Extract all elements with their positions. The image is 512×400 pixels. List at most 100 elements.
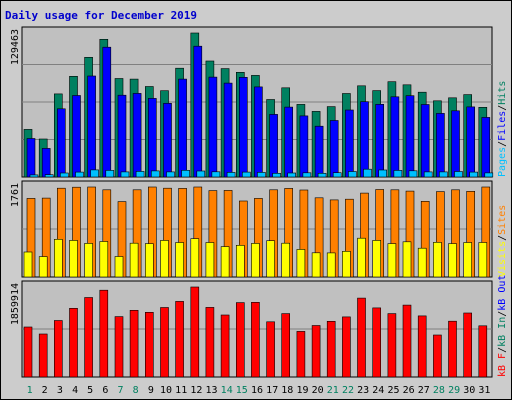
legend-separator: / xyxy=(497,347,508,353)
bar-visits-day-31 xyxy=(478,242,488,278)
day-label: 11 xyxy=(175,385,187,396)
day-label: 9 xyxy=(148,385,154,396)
bar-pages-day-10 xyxy=(166,171,175,178)
day-label: 15 xyxy=(236,385,248,396)
bar-visits-day-9 xyxy=(145,243,154,278)
bar-files-day-26 xyxy=(405,95,415,178)
day-label: 23 xyxy=(357,385,369,396)
bar-visits-day-28 xyxy=(433,242,442,278)
day-label: 14 xyxy=(221,385,233,396)
legend-separator: / xyxy=(497,105,508,111)
bar-visits-day-10 xyxy=(160,240,169,278)
bar-pages-day-9 xyxy=(151,170,160,178)
bar-files-day-19 xyxy=(299,115,309,178)
bar-files-day-4 xyxy=(72,95,81,178)
bar-kb-f-day-11 xyxy=(175,301,184,378)
bar-kb-f-day-29 xyxy=(448,320,457,378)
bar-kb-f-day-4 xyxy=(69,307,78,378)
day-label: 30 xyxy=(463,385,475,396)
bar-kb-f-day-1 xyxy=(23,326,33,378)
bar-pages-day-6 xyxy=(105,170,115,178)
day-label: 6 xyxy=(102,385,108,396)
bar-files-day-28 xyxy=(436,113,445,178)
legend-item-kb-in: kB In xyxy=(497,317,508,347)
bar-files-day-31 xyxy=(481,117,491,178)
bar-files-day-24 xyxy=(375,104,385,178)
y-max-label: 1859914 xyxy=(10,283,21,325)
bar-kb-f-day-16 xyxy=(251,301,260,378)
bar-visits-day-18 xyxy=(281,242,291,278)
y-max-label: 129463 xyxy=(10,29,21,65)
bar-pages-day-16 xyxy=(257,172,266,178)
bar-kb-f-day-12 xyxy=(190,286,200,378)
bar-pages-day-15 xyxy=(242,171,251,178)
bar-files-day-14 xyxy=(223,82,233,178)
legend-item-kb-out: kB Out xyxy=(497,275,508,311)
bar-pages-day-5 xyxy=(90,169,99,178)
bar-visits-day-17 xyxy=(266,240,275,278)
bar-pages-day-21 xyxy=(332,172,342,178)
legend-separator: / xyxy=(497,141,508,147)
bar-pages-day-3 xyxy=(59,172,69,178)
bar-pages-day-2 xyxy=(44,174,54,178)
day-label: 24 xyxy=(372,385,384,396)
bar-visits-day-1 xyxy=(23,251,33,278)
bar-pages-day-30 xyxy=(469,171,479,178)
bar-visits-day-11 xyxy=(175,242,184,278)
bar-visits-day-19 xyxy=(296,249,306,278)
day-label: 18 xyxy=(281,385,293,396)
day-label: 7 xyxy=(117,385,123,396)
bar-kb-f-day-30 xyxy=(463,312,473,378)
bar-kb-f-day-14 xyxy=(220,314,230,378)
bar-visits-day-27 xyxy=(417,247,427,278)
bar-pages-day-23 xyxy=(363,168,372,178)
legend-item-sites: Sites xyxy=(497,205,508,235)
day-label: 22 xyxy=(342,385,354,396)
bar-kb-f-day-5 xyxy=(84,297,93,378)
bar-files-day-23 xyxy=(360,101,369,178)
bar-kb-f-day-19 xyxy=(296,331,306,378)
legend-pages-files-hits: Pages/Files/Hits xyxy=(497,81,508,177)
bar-visits-day-5 xyxy=(84,243,93,278)
day-label: 2 xyxy=(42,385,48,396)
legend-separator: / xyxy=(497,311,508,317)
bar-visits-day-29 xyxy=(448,243,457,278)
bar-files-day-20 xyxy=(314,125,324,178)
bar-kb-f-day-28 xyxy=(433,334,442,378)
day-label: 4 xyxy=(72,385,78,396)
day-label: 20 xyxy=(312,385,324,396)
bar-files-day-13 xyxy=(208,76,218,178)
bar-files-day-8 xyxy=(132,93,142,178)
bar-files-day-2 xyxy=(41,148,51,178)
bar-visits-day-25 xyxy=(387,243,397,278)
day-label: 12 xyxy=(190,385,202,396)
legend-visits-sites: Visits/Sites xyxy=(497,205,508,277)
chart-title: Daily usage for December 2019 xyxy=(5,9,198,22)
bar-visits-day-7 xyxy=(114,256,124,278)
bar-pages-day-1 xyxy=(29,174,39,178)
day-label: 10 xyxy=(160,385,172,396)
day-label: 19 xyxy=(296,385,308,396)
bar-kb-f-day-20 xyxy=(311,325,321,378)
bar-visits-day-13 xyxy=(205,242,215,278)
bar-visits-day-22 xyxy=(342,251,351,278)
bar-pages-day-19 xyxy=(302,172,312,178)
bar-files-day-7 xyxy=(117,94,127,178)
bar-pages-day-22 xyxy=(348,171,357,178)
bar-pages-day-8 xyxy=(135,171,145,178)
bar-files-day-6 xyxy=(102,46,112,178)
bar-kb-f-day-21 xyxy=(326,320,336,378)
bar-pages-day-7 xyxy=(120,171,130,178)
bar-pages-day-24 xyxy=(378,169,388,178)
bar-pages-day-20 xyxy=(317,173,327,178)
bar-files-day-3 xyxy=(56,108,66,178)
bar-pages-day-12 xyxy=(196,170,206,178)
bar-kb-f-day-22 xyxy=(342,316,351,378)
bar-files-day-18 xyxy=(284,106,294,178)
bar-kb-f-day-18 xyxy=(281,313,291,378)
bar-files-day-17 xyxy=(269,114,278,178)
bar-visits-day-8 xyxy=(129,242,139,278)
day-label: 17 xyxy=(266,385,278,396)
